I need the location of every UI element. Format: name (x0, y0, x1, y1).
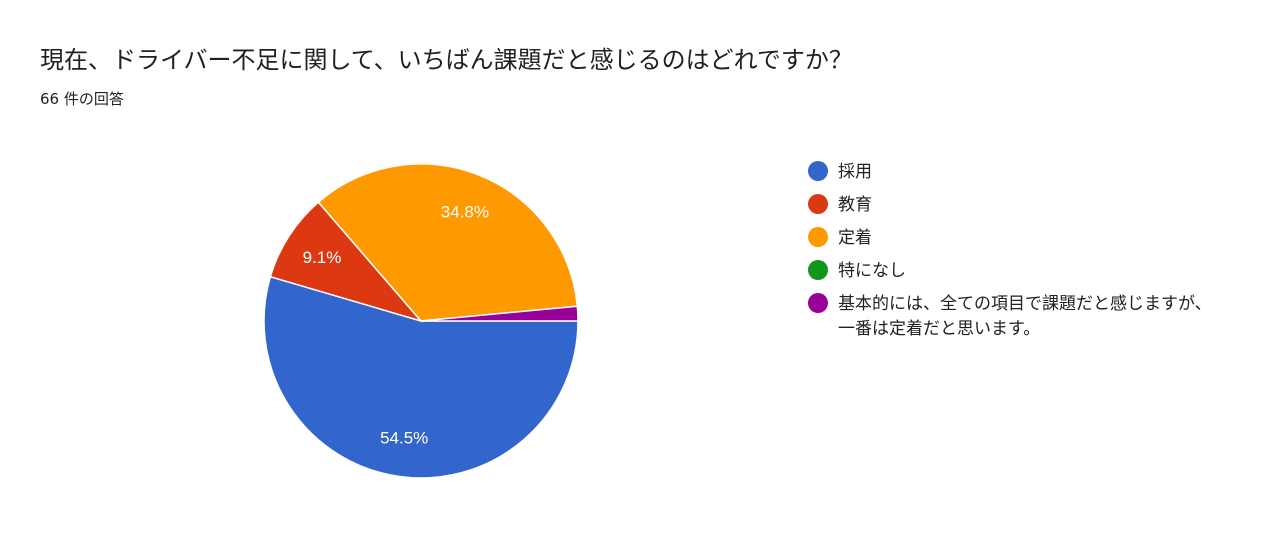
legend-label: 採用 (838, 162, 872, 182)
chart-title: 現在、ドライバー不足に関して、いちばん課題だと感じるのはどれですか？ (40, 46, 853, 74)
legend-label: 教育 (838, 195, 872, 215)
slice-label-2: 34.8% (441, 203, 489, 222)
legend-swatch-icon (808, 194, 828, 214)
legend-label: 定着 (838, 228, 872, 248)
pie-labels: 54.5% 9.1% 34.8% (303, 203, 489, 448)
slice-label-1: 9.1% (303, 248, 342, 267)
legend-item-1[interactable]: 教育 (808, 193, 1248, 218)
pie-slices (263, 163, 579, 479)
pie-slice-1[interactable] (269, 201, 424, 323)
legend-item-2[interactable]: 定着 (808, 226, 1248, 251)
response-count: 66 件の回答 (40, 90, 124, 108)
pie-slice-2[interactable] (317, 163, 579, 322)
legend-item-0[interactable]: 採用 (808, 160, 1248, 185)
pie-slice-0[interactable] (263, 275, 579, 479)
slice-label-0: 54.5% (380, 429, 428, 448)
legend-item-4[interactable]: 基本的には、全ての項目で課題だと感じますが、一番は定着だと思います。 (808, 292, 1248, 342)
legend-swatch-icon (808, 227, 828, 247)
legend-swatch-icon (808, 260, 828, 280)
legend-item-3[interactable]: 特になし (808, 259, 1248, 284)
legend: 採用教育定着特になし基本的には、全ての項目で課題だと感じますが、一番は定着だと思… (808, 160, 1248, 350)
legend-label: 基本的には、全ての項目で課題だと感じますが、一番は定着だと思います。 (838, 294, 1212, 339)
legend-swatch-icon (808, 161, 828, 181)
legend-label: 特になし (838, 261, 906, 281)
legend-swatch-icon (808, 293, 828, 313)
pie-slice-4[interactable] (420, 305, 579, 322)
